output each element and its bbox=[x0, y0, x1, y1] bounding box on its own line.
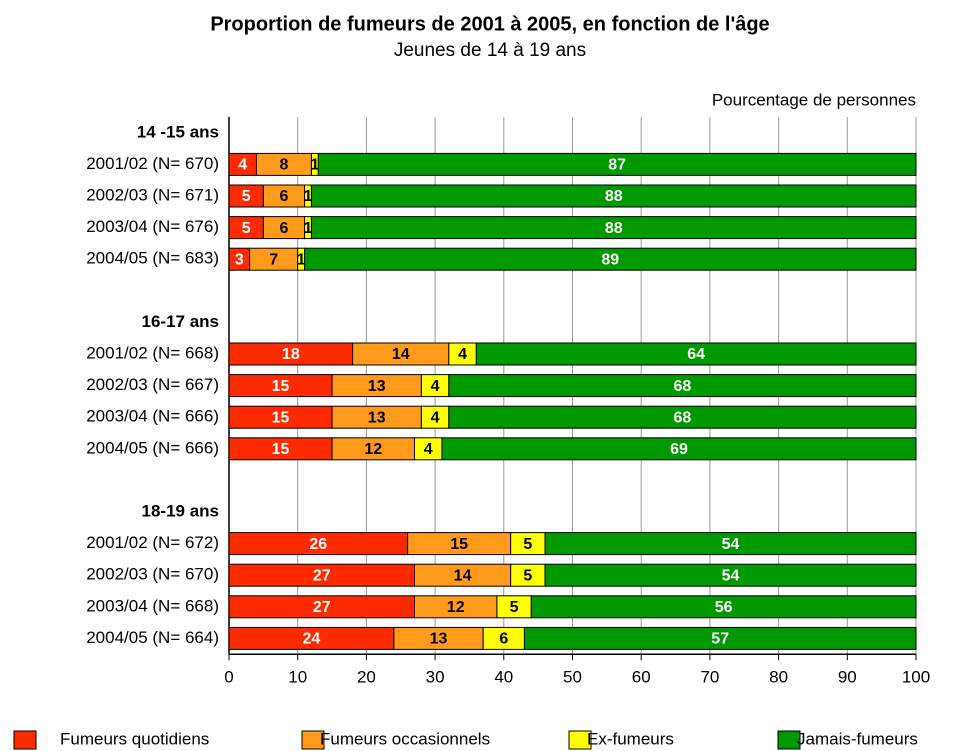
data-label: 18 bbox=[282, 346, 300, 363]
legend-label: Ex-fumeurs bbox=[587, 729, 674, 748]
data-label: 4 bbox=[238, 157, 247, 174]
data-label: 6 bbox=[280, 188, 289, 205]
chart-title: Proportion de fumeurs de 2001 à 2005, en… bbox=[210, 13, 769, 35]
data-label: 4 bbox=[431, 409, 440, 426]
data-label: 68 bbox=[674, 378, 692, 395]
x-tick-label: 50 bbox=[563, 668, 582, 687]
data-label: 87 bbox=[608, 157, 626, 174]
data-label: 88 bbox=[605, 188, 623, 205]
data-label: 12 bbox=[364, 441, 382, 458]
data-label: 27 bbox=[313, 599, 331, 616]
y-tick-label: 2003/04 (N= 668) bbox=[86, 596, 219, 615]
data-label: 5 bbox=[523, 567, 532, 584]
y-tick-label: 2002/03 (N= 671) bbox=[86, 185, 219, 204]
y-tick-label: 2004/05 (N= 666) bbox=[86, 438, 219, 457]
x-tick-label: 20 bbox=[357, 668, 376, 687]
data-label: 1 bbox=[297, 251, 306, 268]
x-tick-label: 70 bbox=[700, 668, 719, 687]
legend-swatch bbox=[13, 730, 37, 750]
data-label: 4 bbox=[458, 346, 467, 363]
data-label: 24 bbox=[303, 631, 321, 648]
legend-swatch bbox=[301, 730, 325, 750]
y-tick-label: 2004/05 (N= 664) bbox=[86, 628, 219, 647]
data-label: 5 bbox=[510, 599, 519, 616]
data-label: 13 bbox=[430, 631, 448, 648]
y-tick-label: 2001/02 (N= 672) bbox=[86, 533, 219, 552]
y-tick-label: 2003/04 (N= 666) bbox=[86, 407, 219, 426]
data-label: 1 bbox=[310, 157, 319, 174]
data-label: 5 bbox=[242, 188, 251, 205]
data-label: 6 bbox=[280, 220, 289, 237]
y-tick-label: 2003/04 (N= 676) bbox=[86, 217, 219, 236]
bar-segment bbox=[544, 563, 917, 587]
data-label: 14 bbox=[454, 567, 472, 584]
data-label: 13 bbox=[368, 378, 386, 395]
data-label: 12 bbox=[447, 599, 465, 616]
data-label: 4 bbox=[424, 441, 433, 458]
x-tick-label: 30 bbox=[426, 668, 445, 687]
data-label: 57 bbox=[711, 631, 729, 648]
bar-segment bbox=[475, 342, 917, 366]
bar-segment bbox=[310, 216, 917, 240]
legend-swatch bbox=[568, 730, 592, 750]
data-label: 69 bbox=[670, 441, 688, 458]
data-label: 88 bbox=[605, 220, 623, 237]
legend-swatch bbox=[777, 730, 801, 750]
y-tick-label: 2002/03 (N= 667) bbox=[86, 375, 219, 394]
data-label: 5 bbox=[523, 536, 532, 553]
group-label: 18-19 ans bbox=[142, 501, 220, 520]
legend-label: Fumeurs occasionnels bbox=[320, 729, 490, 748]
bar-segment bbox=[304, 247, 917, 271]
data-label: 56 bbox=[715, 599, 733, 616]
legend-label: Jamais-fumeurs bbox=[797, 729, 918, 748]
data-label: 26 bbox=[309, 536, 327, 553]
bar-segment bbox=[530, 595, 917, 619]
data-label: 64 bbox=[687, 346, 705, 363]
x-tick-label: 100 bbox=[902, 668, 930, 687]
x-tick-label: 60 bbox=[632, 668, 651, 687]
x-tick-label: 90 bbox=[838, 668, 857, 687]
data-label: 1 bbox=[304, 188, 313, 205]
y-tick-label: 2002/03 (N= 670) bbox=[86, 565, 219, 584]
bar-segment bbox=[448, 374, 917, 398]
bar-segment bbox=[544, 532, 917, 556]
data-label: 15 bbox=[272, 378, 290, 395]
x-tick-label: 10 bbox=[288, 668, 307, 687]
data-label: 27 bbox=[313, 567, 331, 584]
bar-segment bbox=[310, 184, 917, 208]
data-label: 15 bbox=[272, 409, 290, 426]
data-label: 54 bbox=[722, 536, 740, 553]
data-label: 14 bbox=[392, 346, 410, 363]
data-label: 13 bbox=[368, 409, 386, 426]
data-label: 5 bbox=[242, 220, 251, 237]
bar-segment bbox=[441, 437, 917, 461]
data-label: 7 bbox=[269, 251, 278, 268]
legend-label: Fumeurs quotidiens bbox=[60, 729, 209, 748]
x-tick-label: 80 bbox=[769, 668, 788, 687]
data-label: 6 bbox=[499, 631, 508, 648]
group-label: 14 -15 ans bbox=[137, 122, 219, 141]
x-tick-label: 40 bbox=[494, 668, 513, 687]
group-label: 16-17 ans bbox=[142, 312, 220, 331]
data-label: 54 bbox=[722, 567, 740, 584]
data-label: 15 bbox=[450, 536, 468, 553]
chart-subtitle: Jeunes de 14 à 19 ans bbox=[394, 40, 586, 61]
data-label: 15 bbox=[272, 441, 290, 458]
x-axis-label: Pourcentage de personnes bbox=[712, 90, 916, 109]
data-label: 3 bbox=[235, 251, 244, 268]
data-label: 89 bbox=[601, 251, 619, 268]
y-tick-label: 2004/05 (N= 683) bbox=[86, 249, 219, 268]
data-label: 68 bbox=[674, 409, 692, 426]
bar-segment bbox=[523, 626, 917, 650]
data-label: 8 bbox=[280, 157, 289, 174]
bar-segment bbox=[317, 152, 917, 176]
data-label: 1 bbox=[304, 220, 313, 237]
y-tick-label: 2001/02 (N= 668) bbox=[86, 343, 219, 362]
data-label: 4 bbox=[431, 378, 440, 395]
bar-segment bbox=[448, 405, 917, 429]
y-tick-label: 2001/02 (N= 670) bbox=[86, 154, 219, 173]
x-tick-label: 0 bbox=[224, 668, 233, 687]
